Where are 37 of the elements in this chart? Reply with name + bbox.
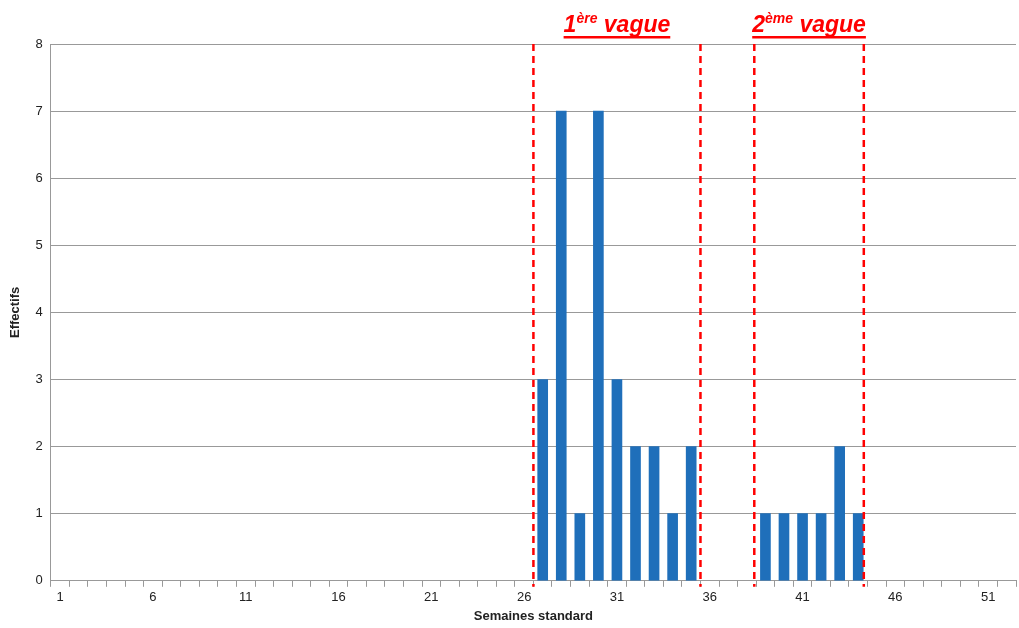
bar — [834, 446, 845, 581]
bar — [555, 110, 567, 581]
bar — [593, 110, 604, 581]
bar — [574, 513, 586, 581]
bar — [630, 446, 641, 581]
bar — [667, 513, 678, 581]
bar — [778, 513, 790, 581]
bar — [685, 446, 697, 581]
y-tick-label: 2 — [35, 438, 43, 454]
bar — [760, 513, 771, 581]
bar — [537, 379, 549, 581]
x-tick-label: 41 — [795, 589, 810, 605]
y-tick-label: 0 — [35, 572, 43, 588]
bar — [648, 446, 660, 581]
bar — [797, 513, 808, 581]
y-tick-label: 3 — [35, 371, 43, 387]
y-tick-label: 1 — [35, 505, 43, 521]
x-tick-label: 31 — [609, 589, 625, 605]
x-tick-label: 1 — [56, 589, 64, 605]
y-tick-label: 5 — [35, 236, 43, 252]
x-tick-label: 6 — [149, 589, 157, 605]
x-tick-label: 36 — [702, 589, 717, 605]
x-tick-label: 21 — [424, 589, 439, 605]
x-tick-label: 16 — [331, 589, 346, 605]
y-tick-label: 4 — [35, 303, 43, 319]
x-tick-label: 11 — [238, 589, 253, 605]
y-axis-title: Effectifs — [7, 286, 23, 339]
bar — [815, 513, 827, 581]
x-tick-label: 51 — [980, 589, 996, 605]
x-tick-label: 26 — [516, 589, 532, 605]
x-tick-label: 46 — [888, 589, 903, 605]
x-axis-title: Semaines standard — [473, 607, 594, 623]
y-tick-label: 8 — [35, 35, 43, 51]
bar — [852, 513, 864, 581]
bar — [611, 379, 623, 581]
y-tick-label: 6 — [35, 169, 43, 185]
y-tick-label: 7 — [35, 102, 43, 118]
